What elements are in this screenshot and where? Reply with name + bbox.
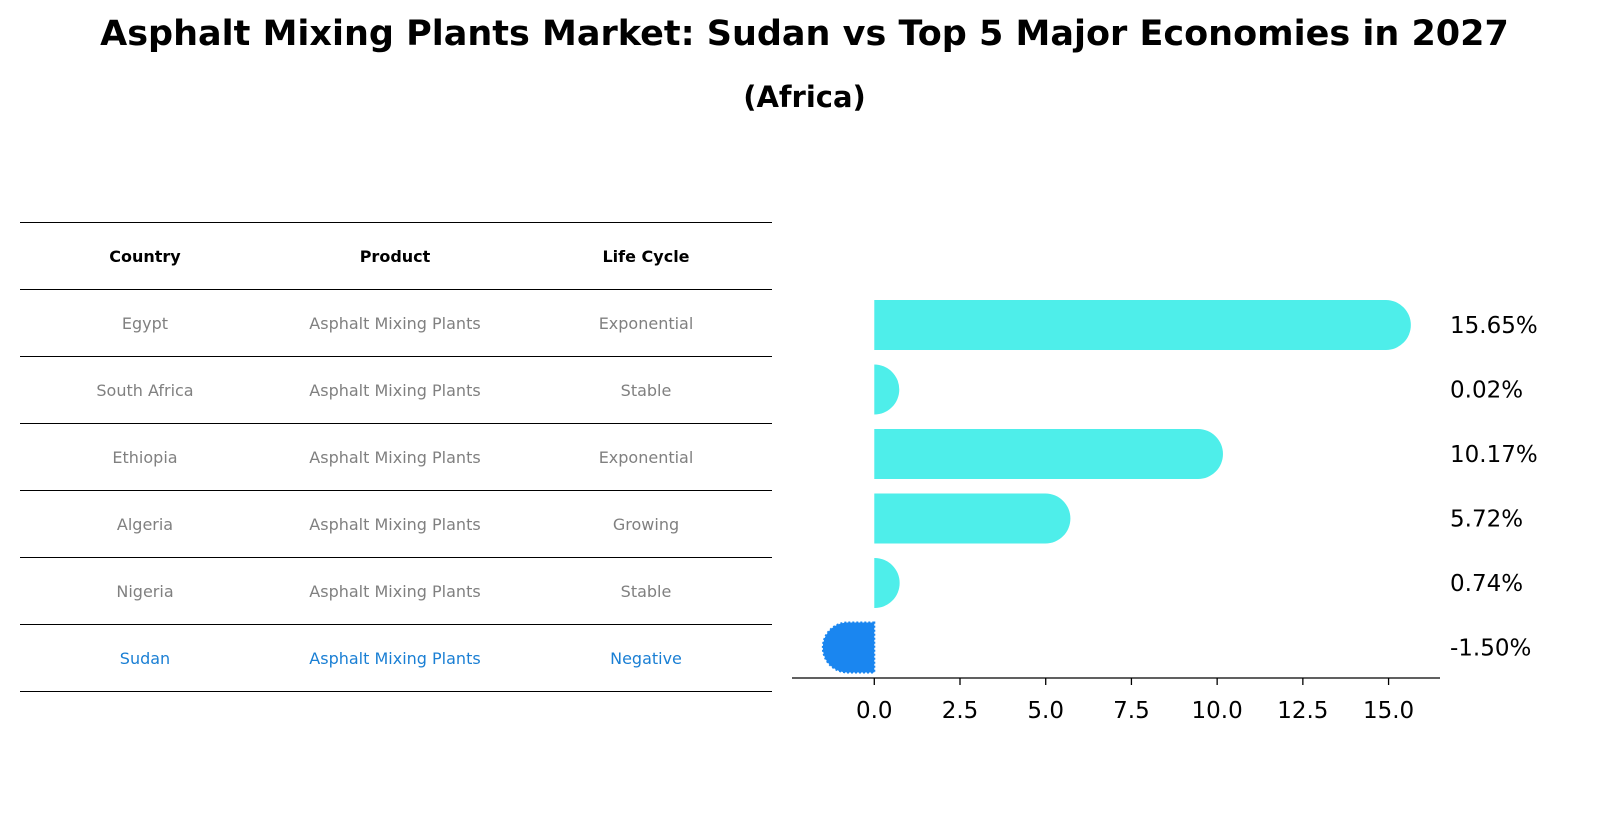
header-life-cycle: Life Cycle <box>602 246 690 266</box>
cell-life-cycle: Exponential <box>598 313 694 333</box>
table-row-highlight: Sudan Asphalt Mixing Plants Negative <box>20 625 772 692</box>
cell-life-cycle: Exponential <box>598 447 694 467</box>
cell-product: Asphalt Mixing Plants <box>309 447 481 467</box>
cell-country: Ethiopia <box>112 447 178 467</box>
cell-life-cycle: Negative <box>610 648 682 668</box>
x-tick-label: 12.5 <box>1277 698 1328 724</box>
cell-product: Asphalt Mixing Plants <box>309 380 481 400</box>
cell-country: Egypt <box>121 313 169 333</box>
bar-egypt <box>874 300 1411 350</box>
value-label: 15.65% <box>1450 313 1538 339</box>
value-label: -1.50% <box>1450 636 1531 662</box>
table-row: Algeria Asphalt Mixing Plants Growing <box>20 491 772 558</box>
cell-product: Asphalt Mixing Plants <box>309 514 481 534</box>
bar-algeria <box>874 493 1071 544</box>
header-country: Country <box>109 246 181 266</box>
table-row: Egypt Asphalt Mixing Plants Exponential <box>20 290 772 357</box>
chart-subtitle: (Africa) <box>743 80 866 114</box>
x-tick-label: 0.0 <box>856 698 893 724</box>
cell-product: Asphalt Mixing Plants <box>309 581 481 601</box>
x-tick-label: 7.5 <box>1113 698 1150 724</box>
bar-ethiopia <box>874 429 1223 479</box>
cell-country: Algeria <box>116 514 174 534</box>
cell-country: Sudan <box>119 648 171 668</box>
comparison-table: Country Product Life Cycle Egypt Asphalt… <box>20 222 772 692</box>
value-label: 5.72% <box>1450 507 1523 533</box>
cell-country: South Africa <box>96 380 194 400</box>
cell-life-cycle: Growing <box>612 514 680 534</box>
cell-country: Nigeria <box>116 581 174 601</box>
bar-south-africa <box>874 364 900 415</box>
chart-title: Asphalt Mixing Plants Market: Sudan vs T… <box>100 14 1509 54</box>
cell-product: Asphalt Mixing Plants <box>309 648 481 668</box>
x-tick-label: 15.0 <box>1363 698 1414 724</box>
table-header-row: Country Product Life Cycle <box>20 222 772 290</box>
value-label: 0.02% <box>1450 378 1523 404</box>
value-label: 10.17% <box>1450 442 1538 468</box>
x-tick-label: 10.0 <box>1192 698 1243 724</box>
cell-life-cycle: Stable <box>620 380 672 400</box>
header-product: Product <box>359 246 431 266</box>
cell-life-cycle: Stable <box>620 581 672 601</box>
table-row: Nigeria Asphalt Mixing Plants Stable <box>20 558 772 625</box>
table-row: South Africa Asphalt Mixing Plants Stabl… <box>20 357 772 424</box>
x-tick-label: 5.0 <box>1027 698 1064 724</box>
value-label: 0.74% <box>1450 571 1523 597</box>
bar-sudan <box>821 621 876 674</box>
bar-nigeria <box>874 558 900 608</box>
table-row: Ethiopia Asphalt Mixing Plants Exponenti… <box>20 424 772 491</box>
cell-product: Asphalt Mixing Plants <box>309 313 481 333</box>
x-tick-label: 2.5 <box>942 698 979 724</box>
growth-bar-chart: 15.65% 0.02% 10.17% 5.72% 0.74% -1.50% 0.0 2.5 5… <box>792 300 1538 724</box>
